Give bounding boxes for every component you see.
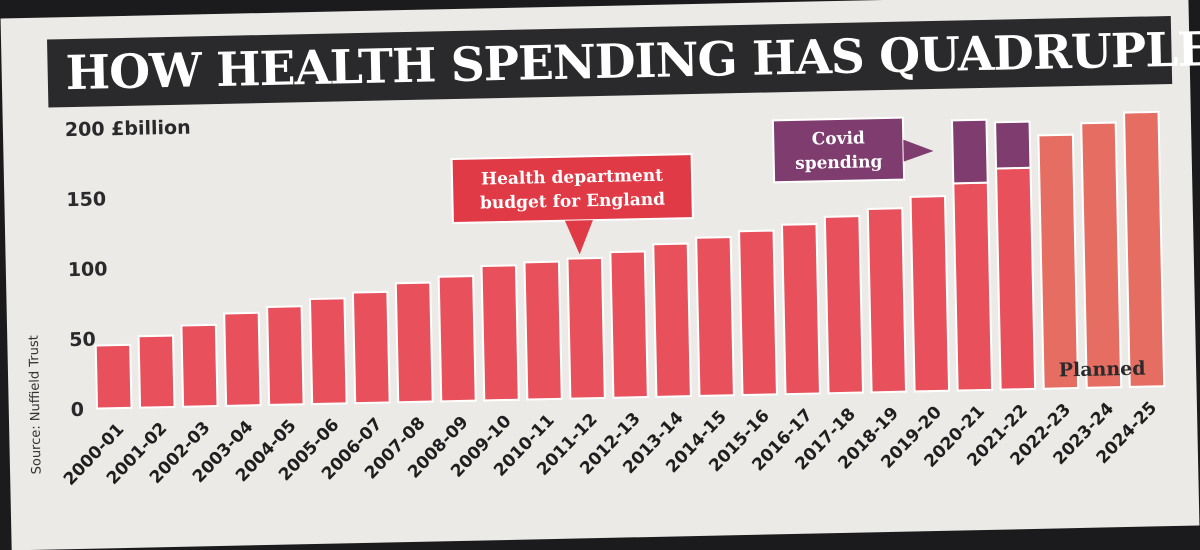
- planned-label: Planned: [1059, 358, 1146, 382]
- bar-2008-09: [437, 275, 477, 403]
- bar-2023-24: [1080, 121, 1123, 389]
- bar-2024-25: [1123, 110, 1166, 388]
- y-tick-label: 0: [71, 399, 85, 421]
- bar-2017-18: [823, 215, 865, 395]
- y-tick-label: 100: [68, 258, 108, 281]
- bar-2007-08: [394, 281, 434, 404]
- bar-2004-05: [266, 305, 305, 406]
- bar-2000-01: [94, 343, 133, 410]
- bar-2014-15: [695, 236, 735, 397]
- x-axis: 2000-012001-022002-032003-042004-052005-…: [60, 398, 1161, 490]
- budget-callout-pointer: [564, 220, 593, 255]
- bar-2006-07: [351, 290, 391, 405]
- bar-2002-03: [180, 323, 219, 408]
- bar-2015-16: [738, 229, 778, 397]
- y-tick-label: 200 £billion: [65, 117, 191, 142]
- bar-2021-22: [995, 166, 1037, 391]
- y-axis: 0 50 100 150 200 £billion: [65, 117, 191, 422]
- bar-2009-10: [480, 264, 520, 402]
- bar-2020-21: [952, 181, 994, 392]
- bar-2011-12: [566, 256, 606, 400]
- covid-callout-pointer: [903, 139, 934, 162]
- bar-2020-21: [950, 118, 989, 185]
- bar-2012-13: [609, 250, 649, 399]
- bar-2013-14: [652, 242, 692, 398]
- y-tick-label: 50: [69, 329, 96, 352]
- bar-2021-22: [994, 120, 1032, 170]
- y-tick-label: 150: [66, 188, 106, 211]
- covid-callout-line1: Covid: [812, 128, 866, 149]
- bar-2018-19: [866, 207, 908, 394]
- bar-2010-11: [523, 260, 563, 401]
- bar-2001-02: [137, 334, 176, 409]
- bar-2022-23: [1037, 133, 1080, 390]
- covid-callout-line2: spending: [795, 152, 883, 174]
- bar-2016-17: [780, 223, 821, 396]
- bar-2003-04: [223, 311, 262, 407]
- bar-2019-20: [909, 195, 951, 393]
- bars-group: [94, 110, 1166, 410]
- source-label: Source: Nuffield Trust: [26, 335, 45, 475]
- bar-2005-06: [308, 297, 348, 406]
- budget-callout-line1: Health department: [481, 166, 663, 190]
- budget-callout-line2: budget for England: [480, 190, 666, 214]
